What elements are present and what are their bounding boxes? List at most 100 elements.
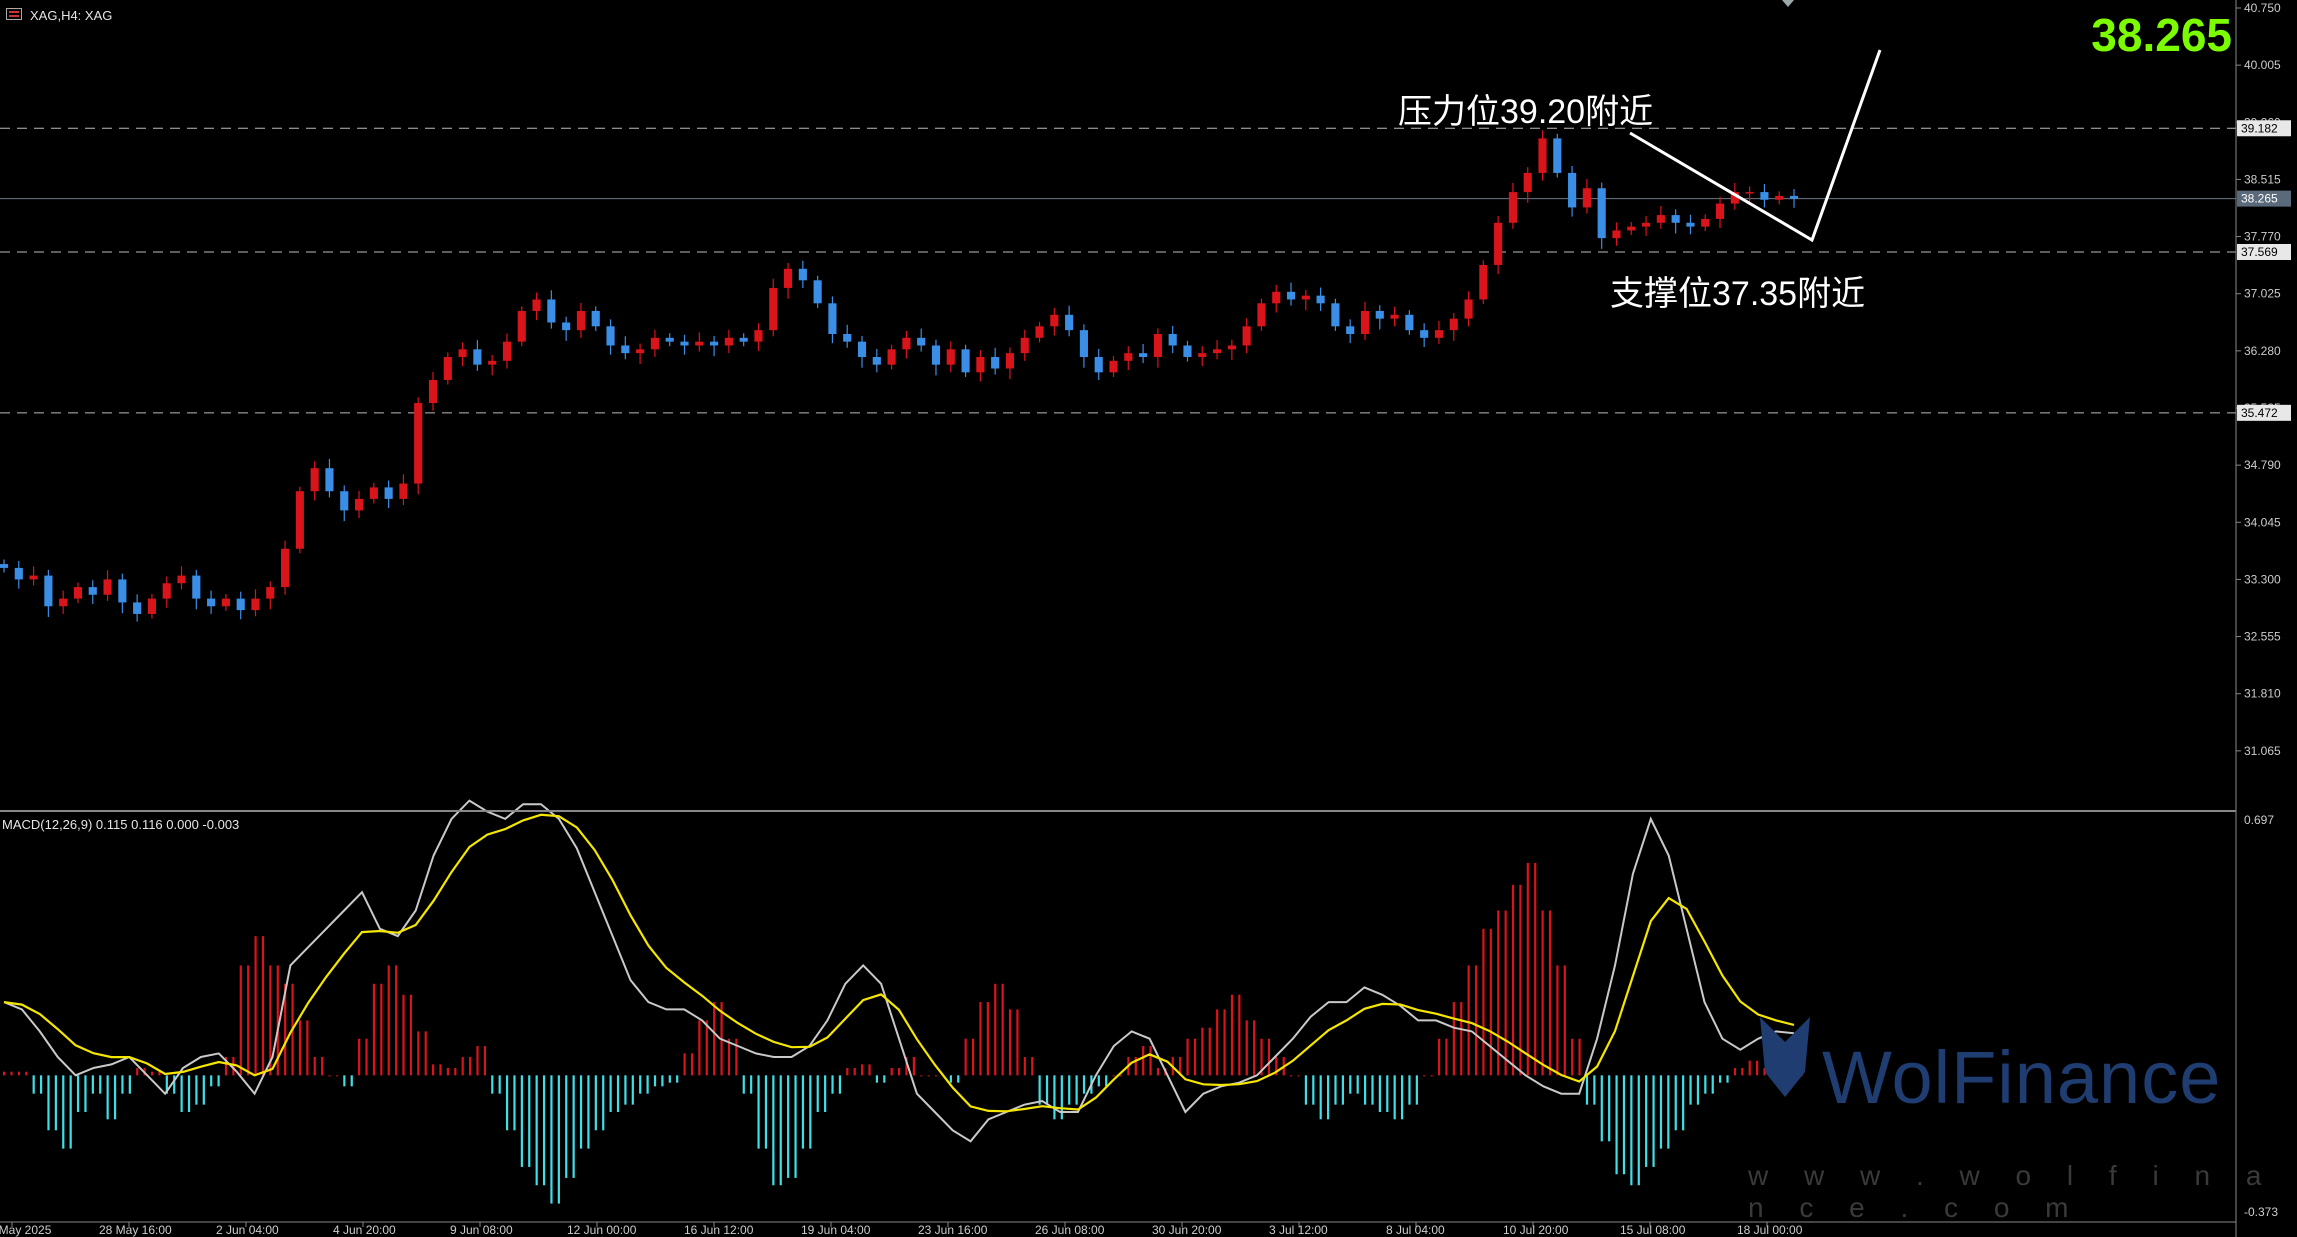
macd-histogram-bar [934,1075,938,1077]
shift-marker-icon [1782,0,1794,7]
macd-histogram-bar [195,1075,198,1105]
candle-body [1775,195,1784,200]
macd-histogram-bar [1763,1068,1766,1076]
macd-histogram-bar [1290,1075,1293,1077]
macd-histogram-bar [328,1075,331,1077]
x-tick-label: 10 Jul 20:00 [1503,1223,1569,1237]
macd-histogram-bar [461,1057,464,1076]
macd-histogram-bar [905,1057,908,1076]
macd-histogram-bar [1704,1075,1707,1094]
macd-histogram-bar [1393,1075,1396,1120]
candle-body [1434,330,1444,338]
macd-y-tick-label: 0.697 [2244,813,2274,827]
macd-histogram-bar [17,1071,20,1076]
macd-histogram-bar [358,1038,361,1076]
candle-body [843,333,852,342]
macd-histogram-bar [380,983,383,1076]
candle-body [1494,222,1503,265]
candle-body [1124,353,1133,361]
candle-body [236,598,245,611]
macd-histogram-bar [1378,1075,1381,1112]
candle-body [1094,356,1103,373]
candle-body [281,548,290,588]
macd-histogram-bar [772,1075,775,1186]
macd-histogram-bar [616,1075,620,1112]
macd-histogram-bar [683,1053,686,1076]
macd-histogram-bar [1319,1075,1322,1120]
x-tick-label: 24 May 2025 [0,1223,52,1237]
price-panel [0,127,2236,622]
macd-histogram-bar [476,1046,479,1076]
macd-histogram-bar [446,1068,450,1076]
macd-histogram-bar [1630,1075,1633,1186]
chart-menu-icon[interactable] [6,8,22,20]
macd-histogram-bar [1689,1075,1692,1105]
candle-body [547,299,556,323]
projection-line [1629,49,1882,243]
candle-body [340,491,349,511]
macd-histogram-bar [306,1020,309,1076]
candle-body [473,349,482,365]
macd-histogram-bar [1245,1020,1248,1076]
candle-body [251,598,260,611]
level-tag-label: 37.569 [2241,245,2278,259]
candle-body [991,356,1000,369]
macd-histogram-bar [1719,1075,1722,1083]
macd-histogram-bar [343,1075,346,1087]
candle-body [1301,295,1310,300]
candle-body [1212,349,1222,354]
macd-histogram-bar [350,1075,353,1087]
macd-indicator-label: MACD(12,26,9) 0.115 0.116 0.000 -0.003 [2,817,240,832]
candle-body [1479,264,1488,300]
macd-histogram-bar [883,1075,886,1083]
macd-histogram-bar [1016,1009,1019,1076]
candle-body [917,337,926,346]
macd-histogram-bar [483,1046,486,1076]
macd-histogram-bar [409,994,413,1076]
candle-body [1183,345,1192,357]
macd-histogram-bar [1556,965,1559,1076]
macd-histogram-bar [668,1075,671,1083]
macd-histogram-bar [1474,965,1478,1076]
x-tick-label: 4 Jun 20:00 [333,1223,396,1237]
candle-body [1390,314,1399,319]
macd-histogram-bar [232,1057,235,1076]
macd-histogram-bar [1149,1046,1152,1076]
candle-body [443,356,452,381]
macd-histogram-bar [1652,1075,1655,1167]
macd-histogram-bar [824,1075,827,1112]
candle-body [118,579,127,603]
macd-histogram-bar [217,1075,220,1087]
macd-histogram-bar [520,1075,523,1167]
candle-body [872,356,881,365]
macd-histogram-bar [1363,1075,1367,1105]
macd-histogram-bar [949,1075,952,1083]
watermark-logo-text: WolFinance [1822,1036,2222,1119]
macd-histogram-bar [1578,1038,1581,1076]
macd-histogram-bar [801,1075,805,1149]
candle-body [1079,330,1088,357]
candle-body [310,468,319,492]
macd-histogram-bar [542,1075,546,1186]
candle-body [1671,215,1680,223]
candle-body [207,598,216,607]
macd-histogram-bar [247,965,250,1076]
macd-histogram-bar [1733,1068,1737,1076]
candle-body [266,587,275,599]
macd-histogram-bar [1756,1060,1759,1076]
macd-histogram-bar [713,1002,716,1076]
candle-body [636,349,645,354]
macd-histogram-bar [1193,1038,1197,1076]
y-tick-label: 36.280 [2244,344,2281,358]
macd-histogram-bar [136,1068,139,1076]
macd-histogram-bar [1112,1075,1115,1077]
candle-body [1523,172,1532,193]
macd-histogram-bar [1548,910,1552,1076]
x-tick-label: 19 Jun 04:00 [801,1223,871,1237]
macd-histogram-bar [535,1075,538,1186]
candle-body [591,310,600,327]
macd-histogram-bar [1615,1075,1618,1175]
macd-histogram-bar [432,1064,435,1076]
